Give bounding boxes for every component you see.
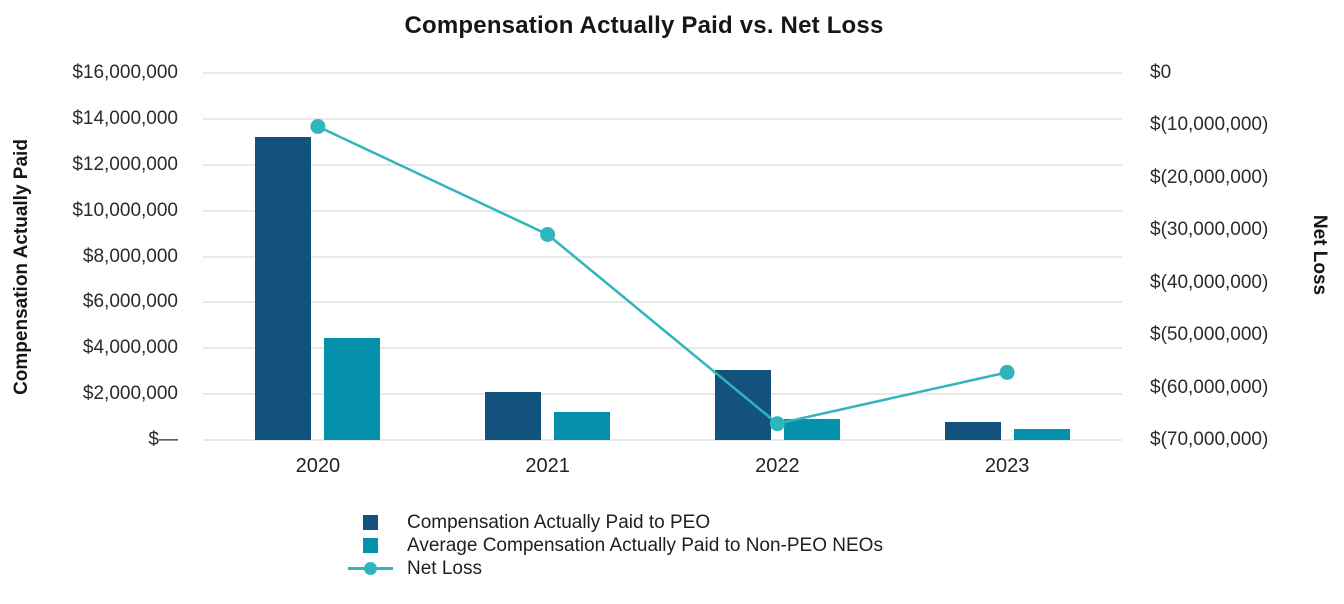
gridline (203, 347, 1122, 350)
right-axis-tick: $(20,000,000) (1150, 166, 1269, 188)
right-axis-tick: $(50,000,000) (1150, 324, 1269, 346)
gridline (203, 255, 1122, 258)
net-loss-point-2020 (310, 119, 326, 134)
legend: Compensation Actually Paid to PEO Average… (348, 511, 883, 580)
legend-row: Compensation Actually Paid to PEO (348, 511, 883, 534)
bar-non-peo-2021 (554, 412, 611, 440)
legend-row: Net Loss (348, 557, 883, 580)
right-axis-tick: $(30,000,000) (1150, 219, 1269, 241)
bar-non-peo-2020 (324, 337, 381, 440)
net-loss-line (317, 125, 1008, 426)
net-loss-point-2021 (540, 227, 556, 242)
gridline (203, 209, 1122, 212)
left-axis-tick: $— (148, 429, 178, 450)
left-axis-tick: $4,000,000 (82, 337, 178, 359)
right-axis-tick: $(10,000,000) (1150, 114, 1269, 136)
net-loss-point-2023 (999, 364, 1015, 380)
left-axis-tick: $8,000,000 (82, 245, 178, 267)
gridline (203, 393, 1122, 396)
right-axis-tick: $(40,000,000) (1150, 271, 1269, 293)
net-loss-point-2022 (769, 416, 785, 432)
gridline (203, 117, 1122, 120)
right-axis-tick: $(60,000,000) (1150, 376, 1269, 398)
bar-peo-2022 (714, 370, 771, 440)
bar-non-peo-2022 (783, 418, 840, 440)
legend-icon (348, 561, 393, 576)
x-axis-tick-2021: 2021 (525, 455, 570, 477)
legend-icon (348, 538, 393, 553)
legend-row: Average Compensation Actually Paid to No… (348, 534, 883, 557)
x-axis-tick-2020: 2020 (295, 455, 341, 477)
bar-non-peo-2023 (1013, 428, 1070, 440)
bar-peo-2020 (255, 137, 312, 440)
chart-title: Compensation Actually Paid vs. Net Loss (404, 12, 884, 39)
left-axis-tick: $10,000,000 (72, 199, 178, 221)
left-axis-tick: $6,000,000 (82, 291, 178, 313)
legend-icon (348, 515, 393, 530)
legend-line-dot-icon (348, 561, 393, 576)
plot-area (203, 72, 1122, 441)
legend-label: Average Compensation Actually Paid to No… (407, 534, 883, 556)
gridline (203, 301, 1122, 304)
bar-peo-2023 (944, 422, 1001, 440)
right-axis-tick: $0 (1150, 62, 1172, 83)
legend-label: Compensation Actually Paid to PEO (407, 511, 711, 533)
bar-peo-2021 (485, 391, 542, 440)
right-axis-tick: $(70,000,000) (1150, 429, 1269, 450)
net-loss-line-layer (310, 119, 1015, 432)
gridline (203, 163, 1122, 166)
legend-swatch-icon (363, 538, 378, 553)
legend-label: Net Loss (407, 557, 482, 579)
gridline (203, 439, 1122, 441)
legend-swatch-icon (363, 515, 378, 530)
left-axis-tick: $12,000,000 (72, 153, 178, 175)
right-axis-title: Net Loss (1309, 214, 1330, 296)
left-axis-tick: $14,000,000 (72, 107, 178, 129)
left-axis-tick: $16,000,000 (72, 62, 178, 83)
x-axis-tick-2023: 2023 (984, 455, 1030, 477)
x-axis-tick-2022: 2022 (755, 455, 800, 477)
left-axis-tick: $2,000,000 (82, 383, 178, 405)
gridline (203, 72, 1122, 74)
